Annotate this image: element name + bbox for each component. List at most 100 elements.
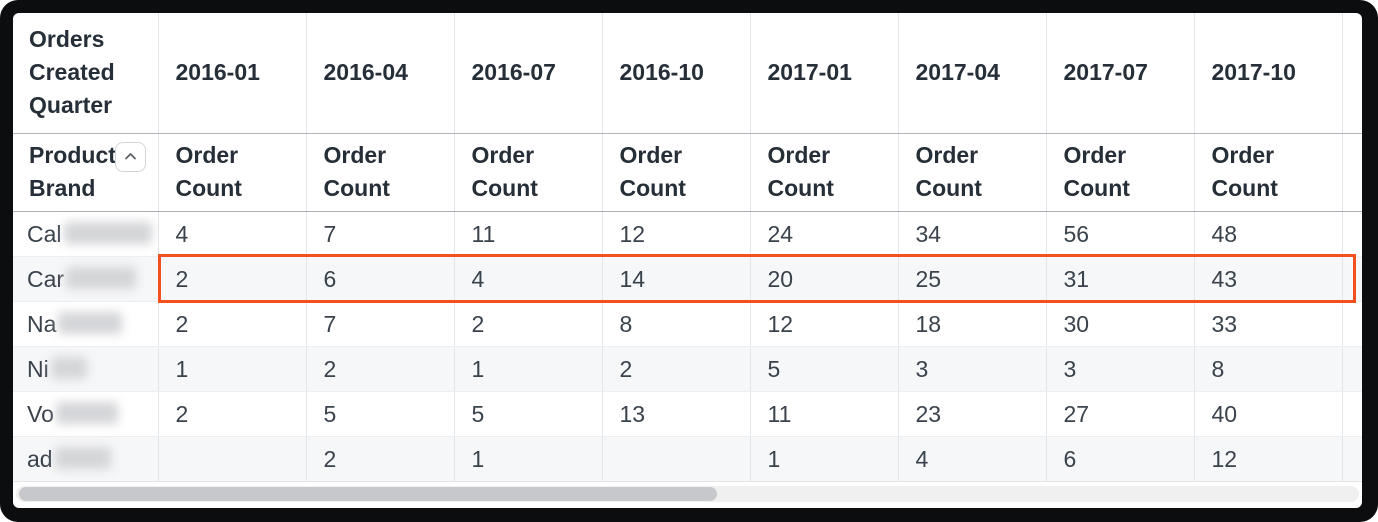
value-cell[interactable]: 2 [306, 436, 455, 482]
redacted-brand-name [54, 447, 111, 470]
value-cell[interactable]: 6 [1046, 436, 1195, 482]
clipped-column-sliver [1342, 133, 1362, 212]
clipped-column-sliver [1342, 346, 1362, 392]
value-cell[interactable]: 5 [750, 346, 899, 392]
value-cell[interactable]: 1 [158, 346, 307, 392]
column-header-quarter[interactable]: 2016-07 [454, 13, 603, 134]
corner-header-label: Orders Created Quarter [29, 26, 115, 119]
value-cell[interactable]: 56 [1046, 211, 1195, 257]
measure-header[interactable]: Order Count [750, 133, 899, 212]
value-cell[interactable]: 31 [1046, 256, 1195, 302]
value-cell[interactable]: 12 [750, 301, 899, 347]
value-cell[interactable] [602, 436, 751, 482]
value-cell[interactable]: 7 [306, 211, 455, 257]
column-header-quarter[interactable]: 2016-04 [306, 13, 455, 134]
value-cell[interactable]: 24 [750, 211, 899, 257]
value-cell[interactable]: 2 [158, 256, 307, 302]
value-cell[interactable]: 34 [898, 211, 1047, 257]
value-cell[interactable]: 3 [1046, 346, 1195, 392]
table-row-highlighted: Car 2 6 4 14 20 25 31 43 [13, 256, 1362, 302]
value-cell[interactable]: 7 [306, 301, 455, 347]
brand-cell[interactable]: Vo [13, 391, 159, 437]
brand-cell[interactable]: Na [13, 301, 159, 347]
scrollbar-thumb[interactable] [19, 487, 717, 501]
clipped-column-sliver [1342, 211, 1362, 257]
chevron-up-icon [122, 148, 139, 165]
measure-header[interactable]: Order Count [454, 133, 603, 212]
redacted-brand-name [58, 312, 123, 335]
value-cell[interactable]: 23 [898, 391, 1047, 437]
table-row: Cal 4 7 11 12 24 34 56 48 [13, 211, 1362, 257]
clipped-column-sliver [1342, 13, 1362, 134]
brand-cell[interactable]: Car [13, 256, 159, 302]
value-cell[interactable]: 14 [602, 256, 751, 302]
clipped-column-sliver [1342, 391, 1362, 437]
corner-header-cell: Orders Created Quarter [13, 13, 159, 134]
value-cell[interactable]: 11 [750, 391, 899, 437]
column-header-quarter[interactable]: 2017-01 [750, 13, 899, 134]
column-header-quarter[interactable]: 2017-04 [898, 13, 1047, 134]
measure-header[interactable]: Order Count [158, 133, 307, 212]
table-row: Na 2 7 2 8 12 18 30 33 [13, 301, 1362, 347]
value-cell[interactable]: 8 [1194, 346, 1343, 392]
value-cell[interactable]: 40 [1194, 391, 1343, 437]
brand-cell[interactable]: Ni [13, 346, 159, 392]
column-header-quarter[interactable]: 2016-10 [602, 13, 751, 134]
value-cell[interactable]: 12 [602, 211, 751, 257]
column-header-quarter[interactable]: 2016-01 [158, 13, 307, 134]
brand-cell[interactable]: Cal [13, 211, 159, 257]
value-cell[interactable]: 48 [1194, 211, 1343, 257]
value-cell[interactable]: 5 [306, 391, 455, 437]
collapse-row-headers-button[interactable] [115, 141, 146, 172]
measure-header[interactable]: Order Count [1046, 133, 1195, 212]
value-cell[interactable]: 8 [602, 301, 751, 347]
row-dimension-header-cell[interactable]: Products Brand [13, 133, 159, 212]
value-cell[interactable]: 25 [898, 256, 1047, 302]
measure-header[interactable]: Order Count [1194, 133, 1343, 212]
measure-header[interactable]: Order Count [898, 133, 1047, 212]
clipped-column-sliver [1342, 436, 1362, 482]
value-cell[interactable]: 6 [306, 256, 455, 302]
column-header-quarter[interactable]: 2017-10 [1194, 13, 1343, 134]
value-cell[interactable]: 2 [158, 391, 307, 437]
value-cell[interactable]: 27 [1046, 391, 1195, 437]
value-cell[interactable]: 1 [454, 436, 603, 482]
clipped-column-sliver [1342, 256, 1362, 302]
value-cell[interactable] [158, 436, 307, 482]
measure-header[interactable]: Order Count [602, 133, 751, 212]
value-cell[interactable]: 30 [1046, 301, 1195, 347]
measure-header[interactable]: Order Count [306, 133, 455, 212]
value-cell[interactable]: 2 [306, 346, 455, 392]
value-cell[interactable]: 43 [1194, 256, 1343, 302]
value-cell[interactable]: 2 [454, 301, 603, 347]
value-cell[interactable]: 4 [158, 211, 307, 257]
column-header-quarter[interactable]: 2017-07 [1046, 13, 1195, 134]
value-cell[interactable]: 1 [750, 436, 899, 482]
redacted-brand-name [66, 267, 137, 290]
value-cell[interactable]: 3 [898, 346, 1047, 392]
table-row: Vo 2 5 5 13 11 23 27 40 [13, 391, 1362, 437]
value-cell[interactable]: 18 [898, 301, 1047, 347]
pivot-table-panel: Orders Created Quarter 2016-01 2016-04 2… [13, 13, 1362, 508]
value-cell[interactable]: 4 [898, 436, 1047, 482]
pivot-table: Orders Created Quarter 2016-01 2016-04 2… [13, 13, 1362, 482]
quarter-header-row: Orders Created Quarter 2016-01 2016-04 2… [13, 13, 1362, 134]
redacted-brand-name [55, 402, 118, 425]
redacted-brand-name [63, 222, 152, 245]
value-cell[interactable]: 12 [1194, 436, 1343, 482]
value-cell[interactable]: 2 [158, 301, 307, 347]
value-cell[interactable]: 11 [454, 211, 603, 257]
value-cell[interactable]: 33 [1194, 301, 1343, 347]
measure-header-row: Products Brand Order Count Order Count O… [13, 133, 1362, 212]
horizontal-scrollbar[interactable] [16, 486, 1359, 502]
value-cell[interactable]: 20 [750, 256, 899, 302]
brand-cell[interactable]: ad [13, 436, 159, 482]
value-cell[interactable]: 1 [454, 346, 603, 392]
value-cell[interactable]: 2 [602, 346, 751, 392]
table-row: Ni 1 2 1 2 5 3 3 8 [13, 346, 1362, 392]
value-cell[interactable]: 5 [454, 391, 603, 437]
value-cell[interactable]: 13 [602, 391, 751, 437]
row-dimension-header-label: Products Brand [29, 142, 129, 201]
value-cell[interactable]: 4 [454, 256, 603, 302]
